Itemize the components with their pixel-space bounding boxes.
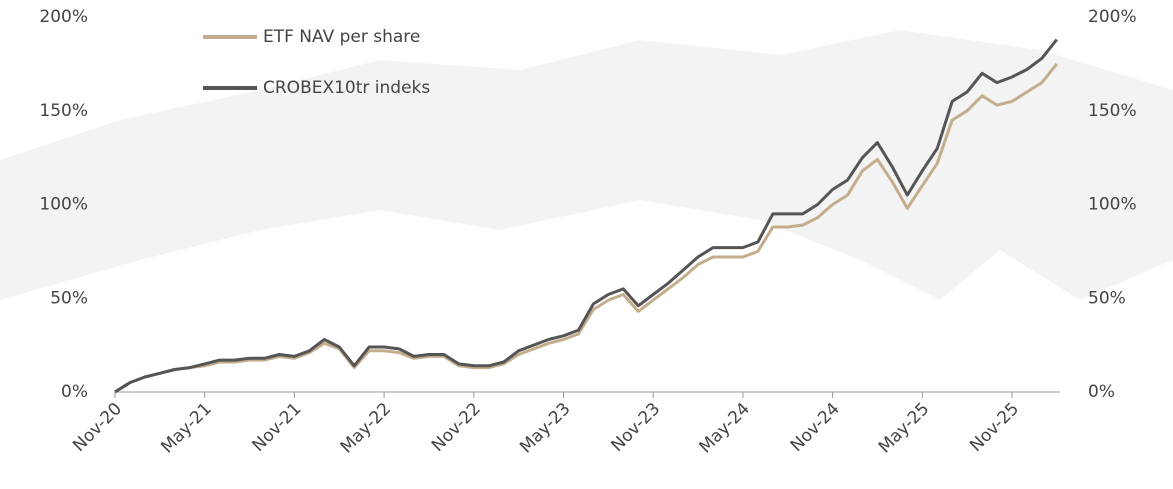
map-background — [0, 30, 1173, 300]
y2-tick-label: 150% — [1088, 101, 1137, 121]
y2-tick-label: 100% — [1088, 195, 1137, 215]
series-line — [114, 62, 1058, 394]
y2-tick-label: 0% — [1088, 382, 1115, 402]
y-tick-label: 50% — [50, 288, 88, 308]
legend-label: ETF NAV per share — [263, 27, 420, 47]
y-tick-label: 200% — [39, 7, 88, 27]
series-line — [114, 38, 1058, 394]
y2-tick-label: 50% — [1088, 288, 1126, 308]
y2-tick-label: 200% — [1088, 7, 1137, 27]
legend-label: CROBEX10tr indeks — [263, 78, 430, 98]
y-tick-label: 0% — [61, 382, 88, 402]
y-tick-label: 150% — [39, 101, 88, 121]
y-tick-label: 100% — [39, 195, 88, 215]
